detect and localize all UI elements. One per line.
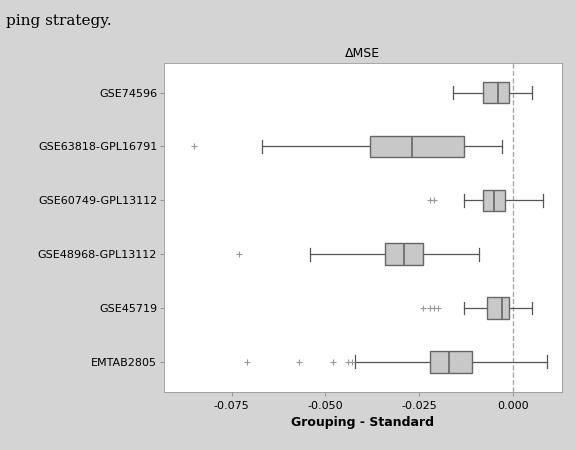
X-axis label: Grouping - Standard: Grouping - Standard [291,416,434,429]
Title: ΔMSE: ΔMSE [346,47,380,60]
Bar [487,297,509,319]
Bar [483,82,509,104]
Bar [430,351,472,373]
Text: ping strategy.: ping strategy. [6,14,111,27]
Bar [385,243,423,265]
Bar [370,136,464,157]
Bar [483,189,505,211]
